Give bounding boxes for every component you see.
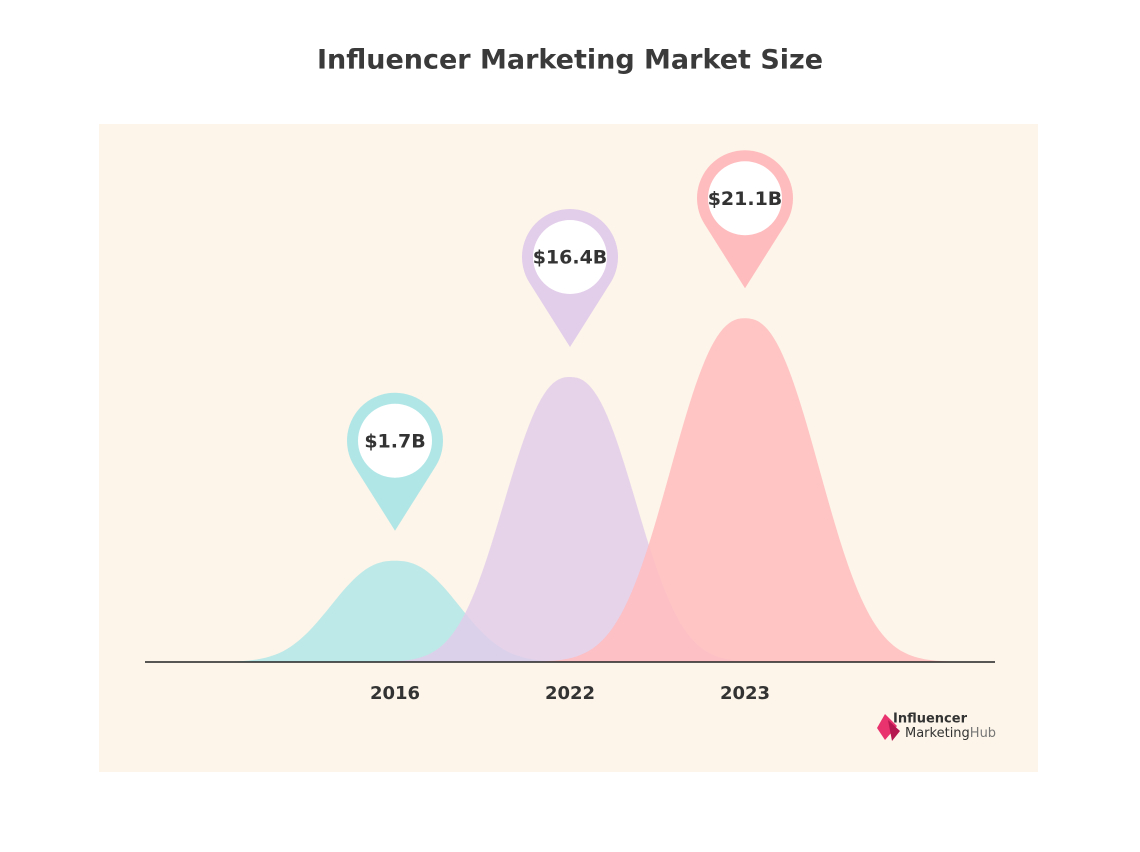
x-tick-label: 2023 (720, 683, 770, 704)
chart-title: Influencer Marketing Market Size (317, 45, 823, 76)
logo-text: Marketing (905, 726, 970, 741)
bell (322, 377, 817, 662)
bell (465, 318, 1023, 662)
logo: Influencer MarketingHub (877, 712, 996, 741)
value-label: $16.4B (533, 247, 608, 269)
value-label: $21.1B (708, 188, 783, 210)
logo-text: Hub (970, 726, 996, 741)
pin-center (358, 403, 432, 478)
logo-text: MarketingHub (905, 726, 996, 741)
logo-icon (877, 714, 897, 740)
value-label: $1.7B (364, 430, 425, 452)
bell (155, 560, 635, 662)
logo-text: Influencer (893, 712, 968, 727)
pin-center (533, 220, 607, 294)
logo-icon-shade (888, 720, 900, 741)
x-tick-label: 2016 (370, 683, 420, 704)
pins: $1.7B 2016 $16.4B 2022 $21.1B 2023 (347, 150, 793, 704)
x-tick-label: 2022 (545, 683, 595, 704)
bells (155, 318, 1023, 662)
pin-center (708, 161, 782, 236)
